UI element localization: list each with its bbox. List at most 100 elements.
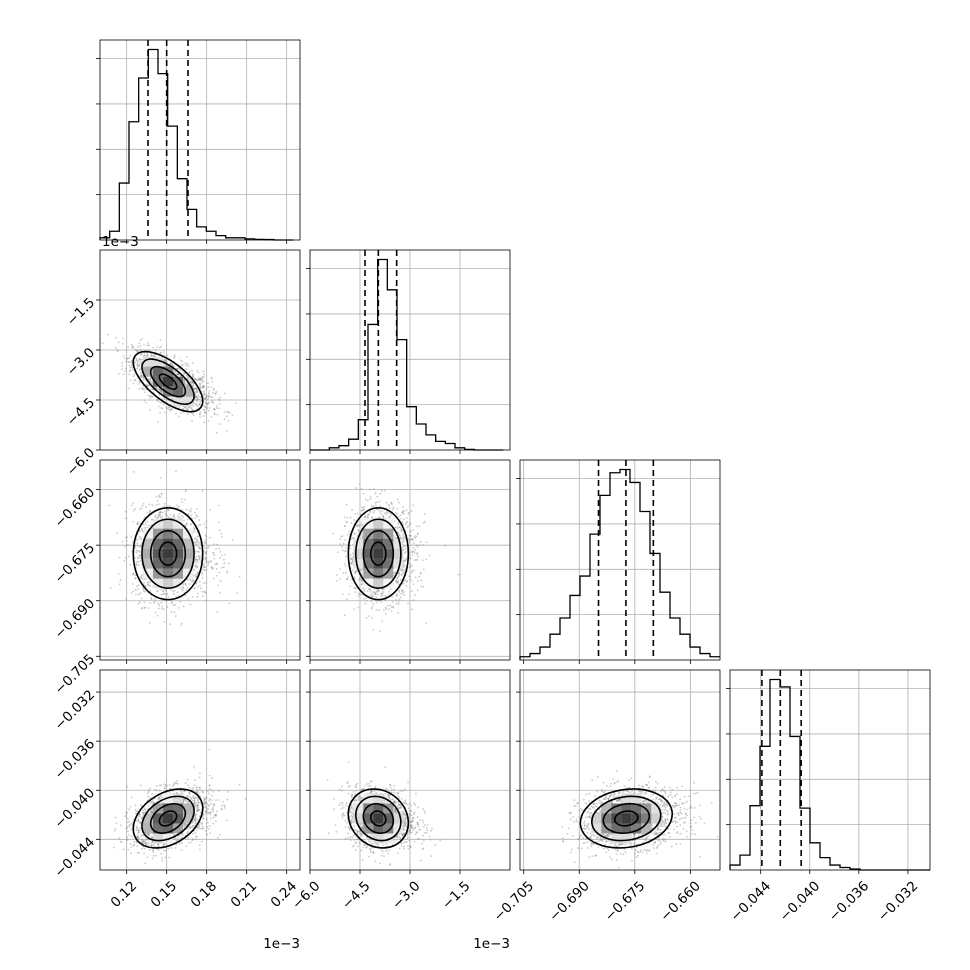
- sample-point: [376, 589, 379, 592]
- sample-point: [150, 352, 153, 355]
- sample-point: [189, 603, 192, 606]
- sample-point: [415, 525, 418, 528]
- density-cell: [163, 366, 173, 377]
- sample-point: [421, 559, 424, 562]
- sample-point: [185, 508, 188, 511]
- sample-point: [195, 390, 197, 393]
- sample-point: [204, 538, 207, 541]
- sample-point: [404, 547, 407, 550]
- sample-point: [402, 591, 405, 593]
- sample-point: [147, 581, 150, 584]
- sample-point: [173, 356, 175, 359]
- sample-point: [131, 550, 133, 553]
- sample-point: [402, 569, 404, 571]
- sample-point: [361, 509, 363, 512]
- sample-point: [116, 532, 118, 535]
- sample-point: [167, 508, 169, 511]
- sample-point: [145, 388, 148, 391]
- sample-point: [209, 560, 212, 562]
- sample-point: [195, 558, 197, 561]
- sample-point: [212, 389, 215, 391]
- sample-point: [139, 360, 142, 363]
- sample-point: [137, 584, 140, 587]
- sample-point: [185, 408, 188, 411]
- sample-point: [158, 388, 161, 391]
- sample-point: [190, 581, 193, 583]
- sample-point: [195, 550, 198, 553]
- sample-point: [140, 507, 143, 510]
- density-cell: [143, 548, 153, 559]
- sample-point: [163, 505, 166, 508]
- sample-point: [193, 530, 196, 533]
- sample-point: [414, 594, 416, 596]
- sample-point: [165, 514, 168, 517]
- sample-point: [388, 507, 391, 509]
- sample-point: [229, 411, 231, 414]
- sample-point: [354, 512, 357, 515]
- density-cell: [353, 558, 364, 569]
- sample-point: [195, 389, 198, 392]
- sample-point: [411, 551, 414, 554]
- sample-point: [139, 376, 142, 379]
- sample-point: [207, 402, 210, 405]
- sample-point: [202, 415, 205, 417]
- sample-point: [396, 581, 399, 584]
- sample-point: [177, 372, 179, 375]
- sample-point: [195, 388, 198, 390]
- sample-point: [183, 519, 185, 522]
- sample-point: [166, 354, 168, 357]
- sample-point: [141, 606, 144, 609]
- sample-point: [180, 360, 183, 363]
- sample-point: [140, 536, 142, 539]
- sample-point: [402, 511, 404, 514]
- sample-point: [180, 514, 183, 517]
- sample-point: [173, 589, 176, 592]
- sample-point: [134, 348, 137, 351]
- sample-point: [121, 368, 123, 371]
- sample-point: [198, 377, 201, 380]
- sample-point: [345, 521, 348, 524]
- sample-point: [197, 378, 200, 381]
- sample-point: [149, 602, 152, 605]
- sample-point: [160, 351, 162, 354]
- sample-point: [122, 373, 125, 376]
- sample-point: [141, 337, 144, 340]
- sample-point: [214, 393, 217, 395]
- sample-point: [154, 611, 157, 614]
- sample-point: [196, 404, 199, 407]
- sample-point: [350, 562, 353, 565]
- sample-point: [361, 587, 364, 590]
- sample-point: [367, 615, 370, 618]
- sample-point: [196, 561, 198, 564]
- sample-point: [199, 584, 201, 587]
- sample-point: [190, 383, 193, 386]
- sample-point: [160, 493, 163, 496]
- sample-point: [409, 531, 412, 533]
- sample-point: [158, 495, 161, 498]
- sample-point: [182, 379, 185, 382]
- sample-point: [191, 517, 193, 520]
- sample-point: [397, 603, 400, 605]
- sample-point: [218, 402, 221, 405]
- sample-point: [419, 541, 422, 543]
- sample-point: [199, 587, 202, 590]
- sample-point: [148, 511, 151, 513]
- sample-point: [139, 592, 142, 595]
- sample-point: [370, 517, 373, 519]
- sample-point: [408, 539, 411, 541]
- sample-point: [403, 569, 406, 572]
- density-cell: [183, 558, 193, 569]
- sample-point: [138, 369, 141, 371]
- sample-point: [423, 520, 426, 523]
- sample-point: [365, 616, 368, 619]
- sample-point: [408, 566, 411, 569]
- sample-point: [195, 582, 198, 585]
- sample-point: [207, 398, 209, 400]
- sample-point: [372, 590, 375, 593]
- sample-point: [187, 385, 190, 387]
- sample-point: [343, 614, 346, 617]
- sample-point: [132, 509, 135, 512]
- sample-point: [195, 399, 198, 402]
- sample-point: [187, 377, 190, 380]
- sample-point: [157, 516, 160, 519]
